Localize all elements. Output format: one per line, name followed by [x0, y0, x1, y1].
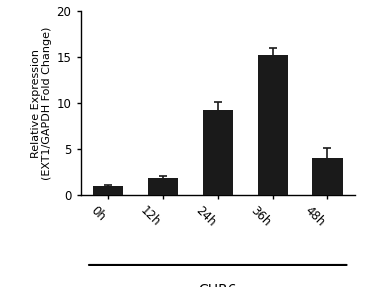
Bar: [258, 55, 288, 195]
Bar: [93, 186, 123, 195]
Bar: [148, 178, 178, 195]
Text: CHR6: CHR6: [198, 283, 237, 287]
Y-axis label: Relative Expression
(EXT1/GAPDH Fold Change): Relative Expression (EXT1/GAPDH Fold Cha…: [31, 27, 52, 180]
Bar: [312, 158, 343, 195]
Bar: [203, 110, 233, 195]
